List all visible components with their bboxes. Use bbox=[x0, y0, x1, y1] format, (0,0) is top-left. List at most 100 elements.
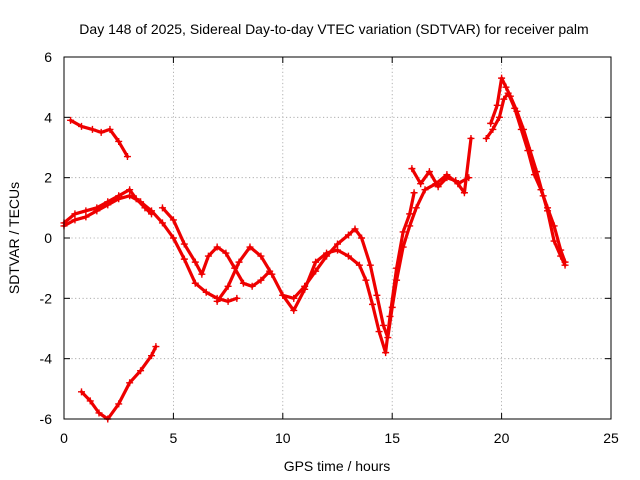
data-point bbox=[257, 252, 265, 260]
data-point bbox=[204, 252, 212, 260]
data-point bbox=[67, 116, 75, 124]
data-point bbox=[344, 231, 352, 239]
data-series bbox=[60, 74, 569, 423]
data-point bbox=[406, 210, 414, 218]
series-track-b bbox=[79, 345, 158, 421]
data-point bbox=[406, 222, 414, 230]
data-point bbox=[482, 134, 490, 142]
y-tick-label: 6 bbox=[44, 49, 52, 65]
data-point bbox=[82, 207, 90, 215]
data-point bbox=[202, 288, 210, 296]
data-point bbox=[71, 216, 79, 224]
data-point bbox=[408, 165, 416, 173]
data-point bbox=[152, 343, 160, 351]
data-point bbox=[93, 207, 101, 215]
data-point bbox=[526, 147, 534, 155]
data-point bbox=[239, 279, 247, 287]
data-point bbox=[539, 192, 547, 200]
x-axis-label: GPS time / hours bbox=[284, 458, 391, 474]
data-point bbox=[158, 204, 166, 212]
data-point bbox=[158, 219, 166, 227]
data-point bbox=[148, 352, 156, 360]
data-point bbox=[137, 198, 145, 206]
y-tick-label: -4 bbox=[40, 351, 53, 367]
data-point bbox=[467, 134, 475, 142]
x-tick-label: 20 bbox=[494, 430, 510, 446]
data-point bbox=[213, 243, 221, 251]
data-point bbox=[169, 234, 177, 242]
data-point bbox=[388, 303, 396, 311]
data-point bbox=[366, 261, 374, 269]
y-tick-label: 0 bbox=[44, 230, 52, 246]
data-point bbox=[148, 207, 156, 215]
data-point bbox=[425, 168, 433, 176]
data-point bbox=[257, 276, 265, 284]
series-track-j bbox=[489, 76, 567, 267]
data-point bbox=[344, 252, 352, 260]
data-point bbox=[86, 397, 94, 405]
data-point bbox=[519, 125, 527, 133]
data-point bbox=[268, 270, 276, 278]
data-point bbox=[393, 276, 401, 284]
data-point bbox=[126, 379, 134, 387]
data-point bbox=[169, 216, 177, 224]
data-point bbox=[434, 183, 442, 191]
data-point bbox=[379, 321, 387, 329]
data-point bbox=[493, 101, 501, 109]
series-track-i bbox=[484, 91, 567, 264]
y-tick-label: 4 bbox=[44, 109, 52, 125]
data-point bbox=[106, 125, 114, 133]
data-point bbox=[533, 168, 541, 176]
y-tick-label: -6 bbox=[40, 411, 53, 427]
x-tick-label: 0 bbox=[60, 430, 68, 446]
data-point bbox=[104, 201, 112, 209]
data-point bbox=[312, 267, 320, 275]
data-point bbox=[399, 228, 407, 236]
data-point bbox=[417, 180, 425, 188]
data-point bbox=[362, 276, 370, 284]
data-point bbox=[248, 282, 256, 290]
x-tick-label: 10 bbox=[275, 430, 291, 446]
data-point bbox=[399, 243, 407, 251]
y-tick-label: -2 bbox=[40, 290, 53, 306]
data-point bbox=[126, 192, 134, 200]
data-point bbox=[224, 282, 232, 290]
y-axis-label: SDTVAR / TECUs bbox=[6, 182, 22, 294]
data-point bbox=[95, 409, 103, 417]
data-point bbox=[460, 189, 468, 197]
data-point bbox=[123, 153, 131, 161]
data-point bbox=[137, 367, 145, 375]
data-point bbox=[443, 174, 451, 182]
data-point bbox=[410, 189, 418, 197]
ticks: 0 5 10 15 20 25 -6 -4 -2 0 2 4 6 bbox=[40, 49, 619, 446]
data-point bbox=[198, 270, 206, 278]
data-point bbox=[561, 261, 569, 269]
data-point bbox=[115, 195, 123, 203]
data-point bbox=[373, 291, 381, 299]
data-point bbox=[334, 246, 341, 254]
data-point bbox=[279, 291, 287, 299]
data-point bbox=[88, 125, 96, 133]
y-tick-label: 2 bbox=[44, 170, 52, 186]
data-point bbox=[384, 334, 392, 342]
data-point bbox=[233, 294, 241, 302]
data-point bbox=[78, 122, 86, 130]
data-point bbox=[557, 252, 565, 260]
data-point bbox=[191, 279, 199, 287]
data-point bbox=[246, 243, 254, 251]
data-point bbox=[500, 95, 508, 103]
data-point bbox=[290, 306, 298, 314]
data-point bbox=[550, 237, 558, 245]
data-point bbox=[369, 300, 377, 308]
data-point bbox=[498, 74, 506, 82]
chart-title: Day 148 of 2025, Sidereal Day-to-day VTE… bbox=[79, 21, 588, 37]
data-point bbox=[222, 249, 230, 257]
series-track-d bbox=[62, 194, 239, 303]
x-tick-label: 15 bbox=[384, 430, 400, 446]
data-point bbox=[412, 204, 420, 212]
data-point bbox=[489, 125, 497, 133]
data-point bbox=[452, 177, 460, 185]
data-point bbox=[544, 207, 552, 215]
data-point bbox=[290, 294, 298, 302]
data-point bbox=[191, 258, 199, 266]
